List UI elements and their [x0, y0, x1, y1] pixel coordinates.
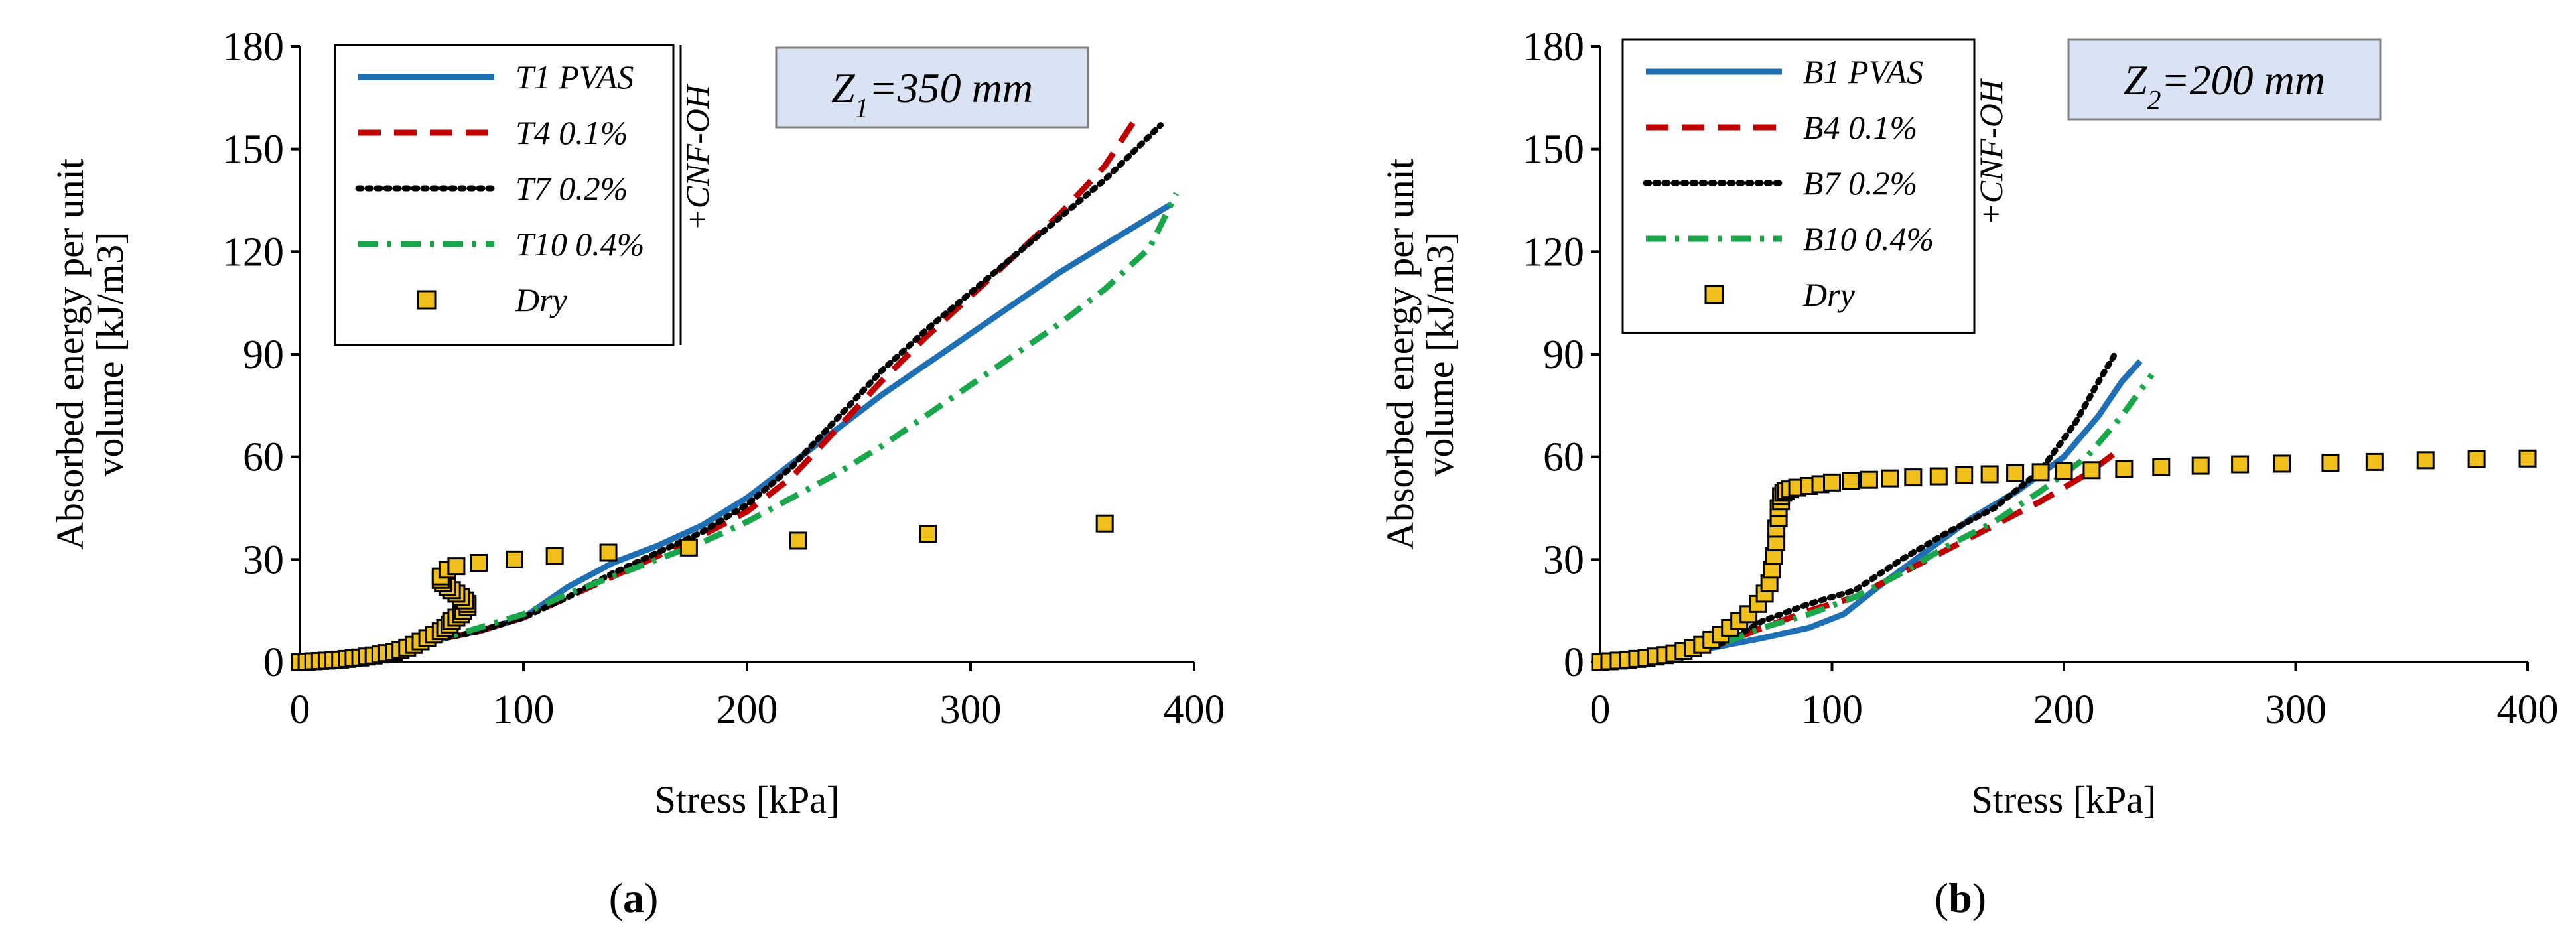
dry-marker-point [2231, 455, 2250, 474]
dry-marker-point [2518, 449, 2537, 468]
depth-annotation-subscript: 1 [854, 94, 868, 124]
y-tick-label: 120 [222, 230, 284, 275]
legend-label: B1 PVAS [1803, 53, 1923, 90]
legend-label: B4 0.1% [1803, 109, 1917, 146]
dry-marker-point [1841, 472, 1860, 490]
dry-marker-point [599, 543, 618, 562]
x-tick-label: 300 [940, 687, 1002, 732]
dry-marker-point [2006, 464, 2025, 482]
x-tick-label: 100 [1801, 687, 1863, 732]
depth-annotation-prefix: Z [831, 64, 856, 111]
dry-marker-point [1980, 465, 1999, 484]
legend-label: T7 0.2% [515, 170, 628, 207]
y-tick-label: 30 [1543, 537, 1584, 582]
legend-group-label: +CNF-OH [679, 83, 716, 231]
dry-marker-point [2082, 461, 2101, 480]
legend-group-label: +CNF-OH [1972, 78, 2009, 226]
legend-label: Dry [1802, 276, 1856, 313]
dry-marker-point [1823, 473, 1841, 492]
dry-marker-point [789, 531, 808, 550]
x-tick-label: 200 [2033, 687, 2095, 732]
dry-marker-point [1929, 467, 1948, 486]
dry-marker-point [2273, 454, 2291, 473]
y-tick-label: 0 [263, 640, 284, 685]
dry-marker-point [2191, 456, 2210, 475]
depth-annotation-value: =200 mm [2161, 56, 2325, 103]
legend-label: T4 0.1% [515, 114, 628, 151]
x-tick-label: 0 [290, 687, 310, 732]
depth-annotation: Z2=200 mm [2124, 56, 2325, 116]
legend-label: B10 0.4% [1803, 220, 1934, 257]
dry-marker-point [2321, 454, 2340, 472]
dry-marker-point [447, 557, 466, 576]
x-tick-label: 100 [493, 687, 555, 732]
x-axis-title: Stress [kPa] [655, 778, 840, 821]
x-tick-label: 400 [2497, 687, 2559, 732]
dry-marker-point [1860, 470, 1878, 489]
dry-marker-point [506, 550, 524, 568]
dry-marker-point [545, 547, 564, 565]
depth-annotation-prefix: Z [2124, 56, 2148, 103]
y-axis-title-line: Absorbed energy per unit [1379, 159, 1422, 550]
depth-annotation: Z1=350 mm [831, 64, 1033, 124]
y-tick-label: 120 [1523, 230, 1584, 275]
y-tick-label: 90 [243, 332, 284, 377]
legend: B1 PVAS B4 0.1% B7 0.2% B10 0.4% Dry +CNF-OH [1621, 38, 2009, 334]
y-axis-title-line: volume [kJ/m3] [1418, 232, 1461, 477]
x-tick-label: 400 [1164, 687, 1225, 732]
dry-marker-point [2055, 462, 2073, 480]
legend-label: Dry [515, 281, 568, 318]
legend-box [334, 44, 675, 346]
y-tick-label: 90 [1543, 332, 1584, 377]
dry-marker-point [1955, 466, 1974, 485]
panel-a: 0 30 60 90 120 150 180 0 100 200 300 400 Stress [kPa… [48, 25, 1225, 921]
y-tick-label: 0 [1564, 640, 1584, 685]
depth-annotation-subscript: 2 [2147, 86, 2161, 116]
y-tick-label: 150 [222, 127, 284, 172]
x-tick-label: 0 [1590, 687, 1611, 732]
legend-label: T1 PVAS [515, 58, 634, 96]
dry-marker-point [1904, 468, 1923, 487]
dry-marker-point [2115, 460, 2134, 478]
panel-label: (b) [1934, 874, 1986, 921]
panel-b: 0 30 60 90 120 150 180 0 100 200 300 400 Stress [kPa… [1379, 25, 2559, 921]
y-tick-label: 60 [1543, 435, 1584, 480]
series-line-b7-0-2 [1597, 351, 2118, 665]
legend-label: T10 0.4% [515, 226, 644, 263]
x-axis-title: Stress [kPa] [1972, 778, 2157, 821]
y-tick-label: 60 [243, 435, 284, 480]
legend-swatch-dry [1704, 285, 1724, 304]
depth-annotation-box [775, 46, 1089, 129]
y-tick-label: 180 [222, 25, 284, 70]
dry-marker-point [470, 553, 488, 572]
dry-marker-point [2365, 452, 2384, 471]
dry-marker-point [919, 525, 937, 543]
y-tick-label: 150 [1523, 127, 1584, 172]
legend-swatch-dry [417, 290, 437, 310]
dry-marker-point [2467, 450, 2486, 468]
panel-label: (a) [609, 874, 659, 921]
series-line-b10-0-4 [1599, 373, 2155, 665]
x-tick-label: 200 [716, 687, 778, 732]
y-tick-label: 30 [243, 537, 284, 582]
depth-annotation-value: =350 mm [868, 64, 1033, 111]
dry-marker-point [679, 538, 698, 557]
y-axis-title-line: volume [kJ/m3] [88, 232, 131, 477]
legend-label: B7 0.2% [1803, 165, 1917, 202]
x-tick-label: 300 [2265, 687, 2327, 732]
series-line-b1-pvas [1599, 359, 2143, 665]
legend-box [1621, 38, 1976, 334]
dry-marker-point [2416, 451, 2435, 470]
depth-annotation-box [2067, 38, 2382, 121]
dry-marker-point [1095, 514, 1114, 533]
dry-marker-point [1881, 469, 1899, 488]
legend: T1 PVAS T4 0.1% T7 0.2% T10 0.4% Dry +CNF-OH [334, 44, 716, 346]
dry-marker-point [2152, 458, 2171, 476]
y-tick-label: 180 [1523, 25, 1584, 70]
y-axis-title-line: Absorbed energy per unit [48, 159, 92, 550]
dry-marker-point [2031, 463, 2050, 482]
